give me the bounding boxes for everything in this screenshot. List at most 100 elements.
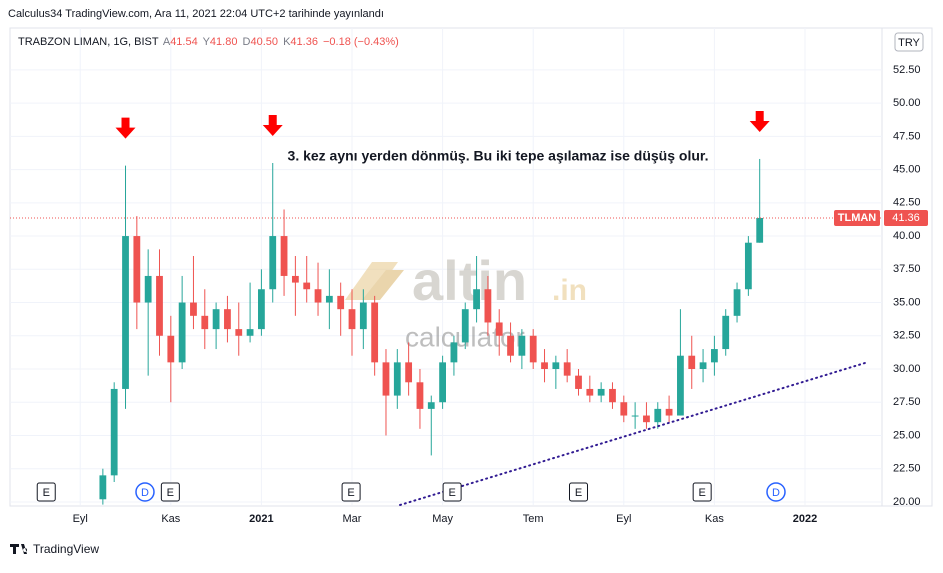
currency-button[interactable]	[894, 32, 924, 52]
event-badge: E	[160, 482, 180, 502]
event-shape	[36, 482, 56, 502]
event-shape	[568, 482, 588, 502]
event-label: E	[575, 487, 582, 499]
event-label: E	[167, 487, 174, 499]
candle-body	[484, 289, 492, 323]
candle-body	[325, 295, 333, 303]
candle-body	[359, 302, 367, 330]
watermark-logo	[362, 270, 404, 300]
event-badge: D	[766, 482, 786, 502]
event-shape	[341, 482, 361, 502]
event-label: E	[43, 487, 50, 499]
candle-body	[507, 335, 514, 356]
candle-body	[190, 302, 197, 316]
watermark-domain: .in	[552, 274, 587, 307]
field-value: 40.50	[250, 36, 278, 48]
candle-body	[258, 289, 265, 330]
event-badge: E	[341, 482, 361, 502]
y-tick-label: 35.00	[893, 296, 921, 308]
candle-body	[597, 388, 605, 396]
peak-arrow	[749, 110, 770, 132]
watermark-brand: altin	[412, 249, 527, 312]
symbol-tag: TLMAN	[838, 212, 877, 224]
x-tick-label: Eyl	[73, 513, 88, 525]
y-tick-label: 37.50	[893, 263, 921, 275]
candle-body	[110, 388, 118, 476]
event-label: D	[141, 487, 149, 499]
symbol: TRABZON LIMAN, 1G, BIST	[18, 36, 159, 48]
event-shape	[692, 482, 712, 502]
candle-body	[224, 309, 231, 330]
candle-body	[450, 342, 458, 363]
x-tick-label: Kas	[161, 513, 180, 525]
candle-body	[246, 329, 254, 336]
candle-body	[541, 362, 548, 370]
event-shape	[766, 482, 786, 502]
event-label: E	[448, 487, 455, 499]
candle-body	[688, 355, 696, 370]
candle-body	[552, 362, 560, 370]
candle-body	[201, 315, 209, 330]
candle-body	[710, 349, 718, 363]
field-value: 41.80	[210, 36, 238, 48]
currency-label[interactable]: TRY	[898, 37, 920, 49]
candle-body	[269, 236, 277, 290]
candle-body	[473, 289, 480, 310]
candle-body	[620, 402, 628, 416]
annotation: 3. kez aynı yerden dönmüş. Bu iki tepe a…	[288, 148, 709, 164]
y-tick-label: 30.00	[893, 363, 921, 375]
candle-body	[416, 382, 424, 409]
candle-body	[563, 362, 571, 376]
candle-body	[291, 275, 299, 283]
legend-header: TRABZON LIMAN, 1G, BIST A41.54 Y41.80 D4…	[18, 36, 399, 48]
candle-body	[439, 362, 446, 403]
y-tick-label: 47.50	[893, 130, 921, 142]
field-label: D	[243, 36, 251, 48]
event-shape	[160, 482, 180, 502]
logo-mark	[10, 544, 28, 554]
x-tick-label: Tem	[523, 513, 544, 525]
change: −0.18 (−0.43%)	[323, 36, 399, 48]
candle-body	[405, 362, 413, 383]
candle-body	[654, 408, 662, 423]
event-badge: E	[442, 482, 462, 502]
candle-body	[99, 475, 107, 500]
candle-body	[699, 362, 707, 370]
published-line: Calculus34 TradingView.com, Ara 11, 2021…	[8, 8, 384, 20]
candle-body	[665, 408, 673, 416]
field-value: 41.54	[170, 36, 198, 48]
event-badge: E	[568, 482, 588, 502]
x-tick-label: May	[432, 513, 453, 525]
candle-body	[609, 388, 616, 403]
price-tag-bg	[884, 209, 928, 226]
watermark-logo	[345, 262, 398, 300]
event-badge: E	[692, 482, 712, 502]
candle-body	[518, 335, 526, 356]
event-label: E	[347, 487, 354, 499]
event-badge: D	[135, 482, 155, 502]
candle-body	[348, 309, 356, 330]
candle-body	[722, 315, 730, 350]
event-badge: E	[36, 482, 56, 502]
candle-body	[586, 388, 594, 396]
x-tick-label: Kas	[705, 513, 724, 525]
x-tick-label: Mar	[343, 513, 362, 525]
candle-body	[529, 335, 537, 363]
peak-arrow	[262, 114, 283, 136]
field-value: 41.36	[290, 36, 318, 48]
candle-body	[495, 322, 503, 336]
price-tag: 41.36	[892, 212, 920, 224]
candle-body	[427, 402, 435, 409]
candle-body	[122, 236, 129, 389]
candle-body	[575, 375, 582, 389]
candle-body	[631, 415, 639, 417]
candle-body	[756, 217, 764, 243]
candle-body	[303, 282, 311, 290]
candle-body	[677, 355, 684, 416]
candle-body	[133, 236, 141, 303]
candle-body	[371, 302, 379, 363]
x-tick-label: Eyl	[616, 513, 631, 525]
y-tick-label: 42.50	[893, 197, 921, 209]
candle-body	[314, 289, 322, 303]
candle-body	[167, 335, 175, 363]
